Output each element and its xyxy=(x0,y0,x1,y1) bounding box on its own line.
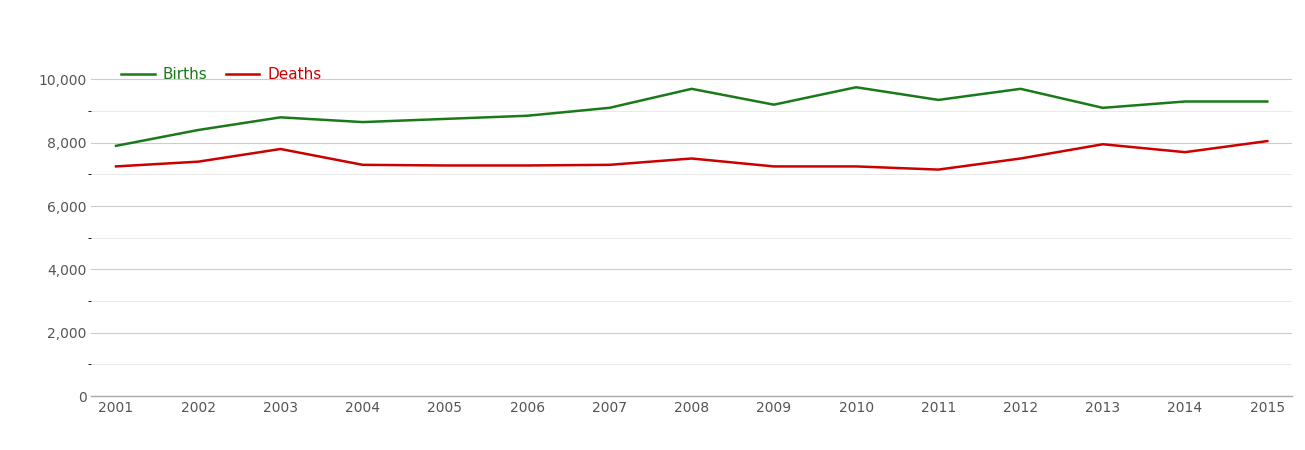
Births xyxy=(108,143,124,148)
Births xyxy=(848,85,864,90)
Deaths xyxy=(1013,156,1028,161)
Births xyxy=(273,115,288,120)
Deaths xyxy=(848,164,864,169)
Deaths xyxy=(1259,139,1275,144)
Deaths xyxy=(191,159,206,164)
Deaths xyxy=(1177,149,1193,155)
Deaths xyxy=(273,146,288,152)
Births xyxy=(519,113,535,118)
Births xyxy=(602,105,617,111)
Deaths xyxy=(355,162,371,167)
Deaths xyxy=(602,162,617,167)
Births xyxy=(684,86,699,91)
Deaths xyxy=(930,167,946,172)
Deaths xyxy=(437,163,453,168)
Deaths xyxy=(519,163,535,168)
Line: Deaths: Deaths xyxy=(116,141,1267,170)
Births xyxy=(766,102,782,108)
Births xyxy=(355,119,371,125)
Line: Births: Births xyxy=(116,87,1267,146)
Births xyxy=(1013,86,1028,91)
Births xyxy=(930,97,946,103)
Births xyxy=(1177,99,1193,104)
Deaths xyxy=(684,156,699,161)
Births xyxy=(437,116,453,122)
Deaths xyxy=(766,164,782,169)
Deaths xyxy=(1095,142,1111,147)
Births xyxy=(1259,99,1275,104)
Legend: Births, Deaths: Births, Deaths xyxy=(115,61,328,88)
Births xyxy=(191,127,206,133)
Deaths xyxy=(108,164,124,169)
Births xyxy=(1095,105,1111,111)
